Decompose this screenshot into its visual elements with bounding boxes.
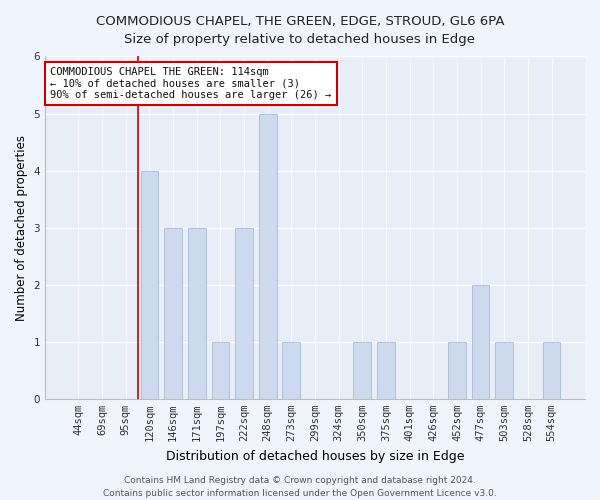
Bar	[235, 228, 253, 399]
Bar	[496, 342, 513, 399]
Bar	[448, 342, 466, 399]
Text: COMMODIOUS CHAPEL THE GREEN: 114sqm
← 10% of detached houses are smaller (3)
90%: COMMODIOUS CHAPEL THE GREEN: 114sqm ← 10…	[50, 67, 332, 100]
Bar	[259, 114, 277, 399]
Bar	[140, 170, 158, 399]
Bar	[283, 342, 300, 399]
Text: Size of property relative to detached houses in Edge: Size of property relative to detached ho…	[125, 32, 476, 46]
Text: COMMODIOUS CHAPEL, THE GREEN, EDGE, STROUD, GL6 6PA: COMMODIOUS CHAPEL, THE GREEN, EDGE, STRO…	[96, 15, 504, 28]
Bar	[377, 342, 395, 399]
Bar	[472, 284, 490, 399]
Bar	[543, 342, 560, 399]
Text: Contains HM Land Registry data © Crown copyright and database right 2024.
Contai: Contains HM Land Registry data © Crown c…	[103, 476, 497, 498]
Bar	[164, 228, 182, 399]
Bar	[353, 342, 371, 399]
Bar	[212, 342, 229, 399]
Bar	[188, 228, 206, 399]
X-axis label: Distribution of detached houses by size in Edge: Distribution of detached houses by size …	[166, 450, 464, 462]
Y-axis label: Number of detached properties: Number of detached properties	[15, 134, 28, 320]
